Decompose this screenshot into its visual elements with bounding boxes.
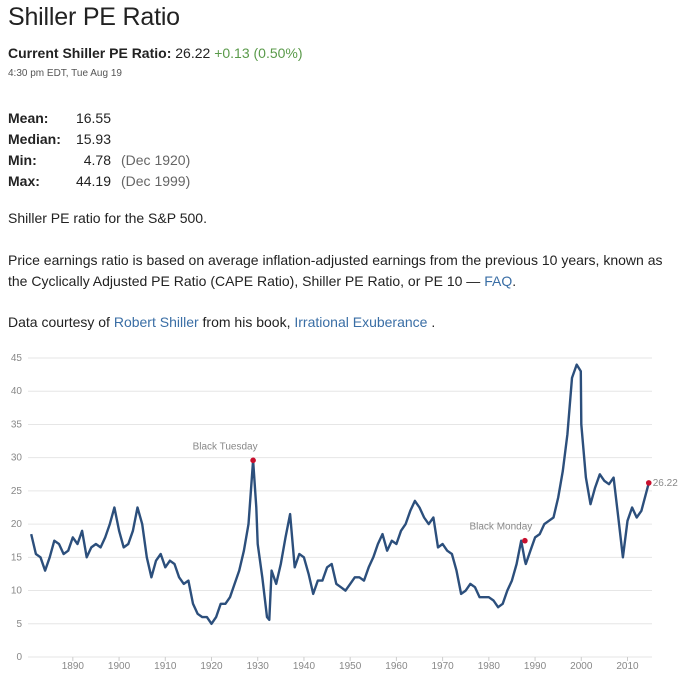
- stat-row-median: Median: 15.93: [8, 128, 190, 149]
- stat-row-max: Max: 44.19 (Dec 1999): [8, 170, 190, 191]
- y-tick-label: 0: [16, 652, 22, 663]
- page-title: Shiller PE Ratio: [8, 3, 180, 31]
- stat-value: 44.19: [75, 172, 111, 189]
- stat-label: Min:: [8, 151, 37, 168]
- stat-value: 4.78: [83, 151, 111, 168]
- current-pe: Current Shiller PE Ratio: 26.22 +0.13 (0…: [8, 45, 303, 61]
- y-tick-label: 30: [11, 453, 23, 464]
- x-tick-label: 1950: [339, 661, 362, 672]
- author-link[interactable]: Robert Shiller: [113, 314, 199, 330]
- x-tick-label: 1910: [154, 661, 177, 672]
- credit-paragraph: Data courtesy of Robert Shiller from his…: [8, 312, 673, 333]
- description-line: Shiller PE ratio for the S&P 500.: [8, 210, 207, 226]
- series-line: [30, 363, 650, 625]
- x-tick-label: 1980: [478, 661, 501, 672]
- book-link[interactable]: Irrational Exuberance: [294, 314, 428, 330]
- stat-note: (Dec 1999): [121, 172, 191, 189]
- credit-end: .: [431, 314, 436, 330]
- x-tick-label: 1970: [431, 661, 454, 672]
- credit-prefix: Data courtesy of: [8, 314, 110, 330]
- x-tick-label: 1890: [62, 661, 85, 672]
- stat-label: Mean:: [8, 109, 49, 126]
- faq-link[interactable]: FAQ: [484, 273, 513, 289]
- x-tick-label: 1960: [385, 661, 408, 672]
- annotation-label: 26.22: [653, 478, 678, 489]
- y-tick-label: 45: [11, 353, 23, 364]
- x-tick-label: 1900: [108, 661, 131, 672]
- description-paragraph: Price earnings ratio is based on average…: [8, 250, 673, 292]
- x-tick-label: 1990: [524, 661, 547, 672]
- x-tick-label: 1940: [293, 661, 316, 672]
- stat-note: (Dec 1920): [121, 151, 191, 168]
- stat-row-mean: Mean: 16.55: [8, 107, 190, 128]
- y-tick-label: 40: [11, 386, 23, 397]
- annotation-marker: [522, 537, 528, 544]
- current-pe-change: +0.13 (0.50%): [214, 45, 303, 61]
- y-tick-label: 15: [11, 552, 23, 563]
- credit-middle: from his book,: [202, 314, 291, 330]
- stat-value: 15.93: [75, 130, 111, 147]
- y-tick-label: 20: [11, 519, 23, 530]
- current-pe-label: Current Shiller PE Ratio:: [8, 45, 172, 61]
- y-tick-label: 10: [11, 586, 23, 597]
- y-tick-label: 25: [11, 486, 23, 497]
- stat-value: 16.55: [75, 109, 111, 126]
- annotation-label: Black Tuesday: [193, 441, 258, 452]
- description-text: Price earnings ratio is based on average…: [8, 252, 663, 289]
- description-end: .: [512, 273, 517, 289]
- x-tick-label: 2010: [616, 661, 639, 672]
- x-tick-label: 2000: [570, 661, 593, 672]
- x-tick-label: 1930: [247, 661, 270, 672]
- stats-table: Mean: 16.55 Median: 15.93 Min: 4.78 (Dec…: [8, 107, 190, 191]
- annotation-marker: [645, 480, 652, 486]
- annotation-marker: [250, 457, 256, 464]
- stat-label: Max:: [8, 172, 40, 189]
- y-tick-label: 5: [16, 619, 22, 630]
- stat-label: Median:: [8, 130, 61, 147]
- timestamp: 4:30 pm EDT, Tue Aug 19: [8, 68, 122, 79]
- stat-row-min: Min: 4.78 (Dec 1920): [8, 149, 190, 170]
- y-tick-label: 35: [11, 419, 23, 430]
- current-pe-value: 26.22: [175, 45, 211, 61]
- annotation-label: Black Monday: [469, 522, 532, 533]
- x-tick-label: 1920: [200, 661, 223, 672]
